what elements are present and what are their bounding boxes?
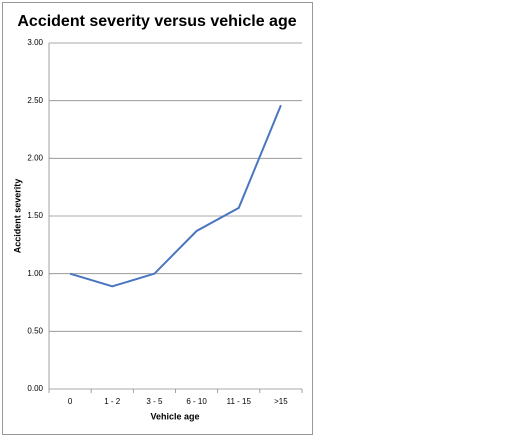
x-tick-label: 6 - 10 bbox=[186, 397, 207, 406]
y-tick-label: 1.50 bbox=[27, 211, 43, 220]
y-tick-label: 2.00 bbox=[27, 153, 43, 162]
y-tick-label: 0.50 bbox=[27, 326, 43, 335]
y-axis-title: Accident severity bbox=[12, 179, 22, 254]
y-tick-label: 3.00 bbox=[27, 38, 43, 47]
x-axis-title: Vehicle age bbox=[150, 411, 199, 421]
line bbox=[69, 104, 282, 288]
x-tick-label: 11 - 15 bbox=[227, 397, 252, 406]
x-tick-label: 3 - 5 bbox=[146, 397, 163, 406]
y-tick-label: 1.00 bbox=[27, 269, 43, 278]
x-tick-label: 0 bbox=[68, 397, 73, 406]
x-tick-label: >15 bbox=[274, 397, 288, 406]
y-tick-label: 2.50 bbox=[27, 96, 43, 105]
chart-frame bbox=[2, 2, 313, 435]
x-tick-label: 1 - 2 bbox=[104, 397, 121, 406]
y-tick-label: 0.00 bbox=[27, 384, 43, 393]
chart-title: Accident severity versus vehicle age bbox=[17, 13, 296, 30]
